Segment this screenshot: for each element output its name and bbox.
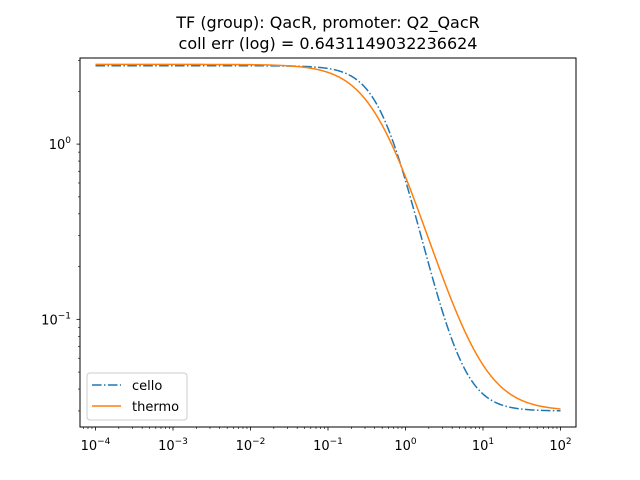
x-tick-label: 10−3	[158, 437, 188, 454]
x-tick-label: 10−4	[81, 437, 111, 454]
chart-subtitle: coll err (log) = 0.6431149032236624	[179, 34, 478, 53]
series-line-thermo	[95, 63, 561, 410]
y-tick-label: 10−1	[41, 311, 71, 328]
y-tick-label: 100	[49, 136, 72, 153]
series-line-cello	[95, 65, 561, 412]
x-tick-label: 101	[472, 437, 494, 454]
legend-label-cello: cello	[132, 379, 162, 394]
y-axis: 10−1 100	[41, 60, 80, 412]
x-tick-label: 10−2	[236, 437, 266, 454]
legend-label-thermo: thermo	[132, 400, 179, 415]
x-axis: 10−4 10−3 10−2 10−1 100 101 102	[81, 427, 572, 454]
chart-title: TF (group): QacR, promoter: Q2_QacR	[175, 13, 480, 33]
plot-frame	[79, 57, 577, 428]
x-tick-label: 10−1	[313, 437, 343, 454]
legend: cello thermo	[86, 372, 188, 421]
series-layer	[95, 63, 561, 412]
x-tick-label: 102	[549, 437, 571, 454]
x-tick-label: 100	[394, 437, 417, 454]
